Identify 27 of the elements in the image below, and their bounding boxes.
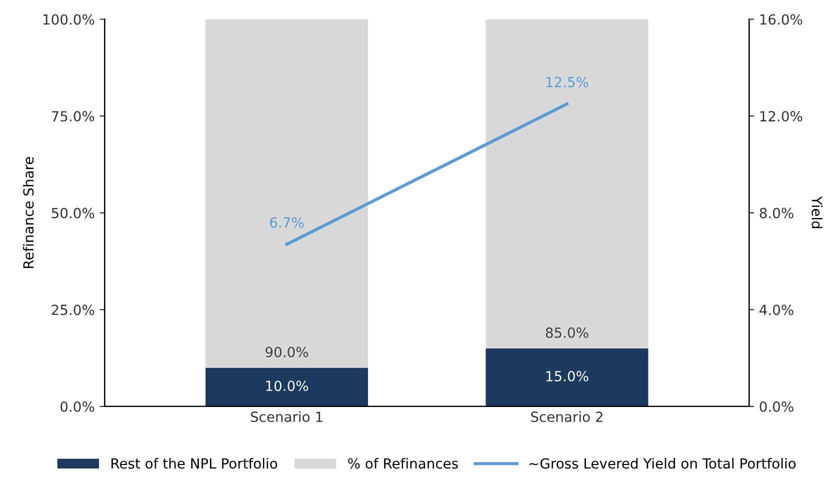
legend-label: % of Refinances: [348, 458, 458, 469]
legend-label: Rest of the NPL Portfolio: [112, 458, 278, 469]
y2-tick-label: 12.0%: [760, 111, 802, 122]
y2-tick-label: 8.0%: [760, 208, 794, 218]
data-label: 10.0%: [266, 380, 308, 392]
x-tick-label: Scenario 1: [250, 411, 322, 422]
data-label: 15.0%: [546, 370, 588, 382]
bar: [486, 19, 648, 348]
x-tick-label: Scenario 2: [531, 411, 602, 422]
legend-label: ~Gross Levered Yield on Total Portfolio: [530, 458, 796, 469]
bar: [206, 19, 368, 368]
data-label: 6.7%: [270, 217, 304, 228]
bar: [206, 368, 368, 406]
data-label: 12.5%: [546, 76, 588, 88]
y2-axis-title: Yield: [812, 196, 822, 228]
data-label: 85.0%: [546, 327, 588, 338]
y2-tick-label: 4.0%: [760, 304, 794, 316]
y-tick-label: 75.0%: [52, 111, 94, 122]
y-tick-label: 25.0%: [52, 304, 94, 316]
y-tick-label: 0.0%: [60, 401, 94, 412]
data-label: 90.0%: [266, 346, 308, 358]
y-tick-label: 50.0%: [52, 208, 94, 218]
y2-tick-label: 0.0%: [760, 401, 794, 412]
bar: [486, 348, 648, 406]
y-axis-title: Refinance Share: [22, 157, 34, 268]
y2-tick-label: 16.0%: [760, 14, 802, 25]
y-tick-label: 100.0%: [43, 14, 94, 25]
